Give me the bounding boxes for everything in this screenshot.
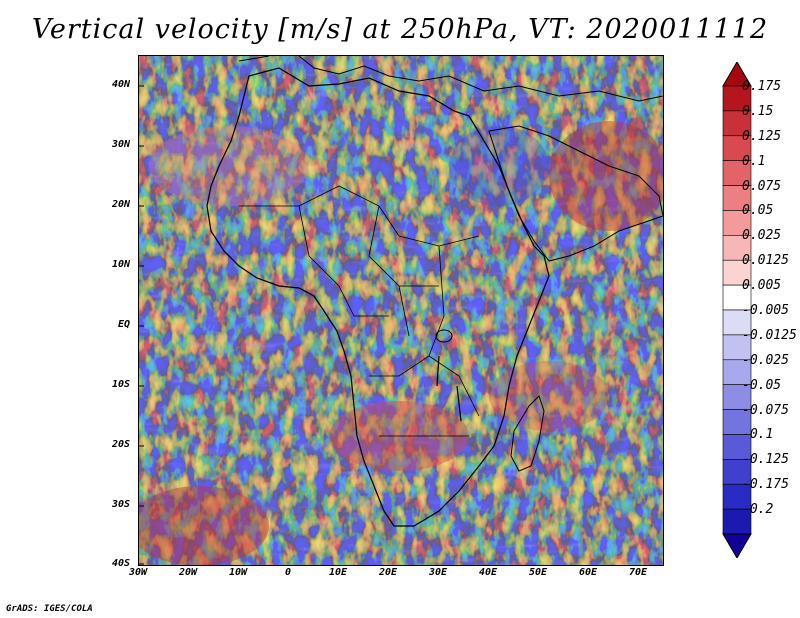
lat-label-10s: 10S [111, 379, 130, 390]
lon-label-60e: 60E [578, 567, 598, 578]
colorbar-label: -0.2 [742, 502, 774, 518]
lake-tanganyika [436, 355, 440, 387]
colorbar-swatch [722, 85, 752, 112]
colorbar-label: 0.05 [742, 203, 774, 219]
lon-label-30e: 30E [428, 567, 448, 578]
lat-label-30s: 30S [111, 499, 130, 510]
colorbar-label: 0.175 [742, 79, 782, 94]
country-borders [239, 185, 480, 437]
colorbar-label: -0.075 [742, 402, 789, 418]
colorbar-swatch [722, 309, 752, 336]
colorbar-swatch [722, 384, 752, 410]
lat-label-20n: 20N [111, 199, 130, 210]
south-atlantic-red-zone [139, 486, 269, 565]
lon-label-70e: 70E [628, 567, 648, 578]
velocity-field [139, 56, 663, 565]
lon-label-50e: 50E [528, 567, 548, 578]
colorbar-bottom-arrow [722, 533, 752, 558]
lat-label-20s: 20S [111, 439, 130, 450]
colorbar-label: 0.125 [742, 128, 782, 144]
colorbar-swatch [722, 483, 752, 510]
africa-coastline [206, 67, 550, 527]
lat-label-40s: 40S [111, 558, 130, 569]
lon-label-20e: 20E [378, 567, 398, 578]
colorbar [722, 62, 752, 558]
arabia-coastline [488, 125, 663, 262]
colorbar-swatch [722, 135, 752, 161]
madagascar-coastline [510, 395, 545, 472]
lon-label-40e: 40E [478, 567, 498, 578]
map-title: Vertical velocity [m/s] at 250hPa, VT: 2… [31, 14, 769, 45]
grid-ticks [139, 85, 144, 565]
colorbar-label: 0.025 [742, 228, 782, 244]
colorbar-label: -0.1 [742, 427, 774, 443]
sahara-red-zone [149, 126, 309, 206]
lon-label-0: 0 [284, 567, 292, 578]
colorbar-swatch [722, 160, 752, 186]
colorbar-label: 0.15 [742, 103, 774, 119]
lake-victoria [435, 329, 453, 343]
lake-malawi [456, 385, 462, 422]
lon-label-30w: 30W [128, 567, 148, 578]
lon-label-10w: 10W [228, 567, 248, 578]
colorbar-label: 0.005 [742, 278, 782, 294]
colorbar-swatch [722, 334, 752, 361]
indian-ocean-red-zone [489, 361, 609, 431]
colorbar-label: -0.0125 [742, 327, 797, 343]
colorbar-label: 0.1 [742, 153, 766, 169]
colorbar-swatch [722, 110, 752, 137]
grads-credit: GrADS: IGES/COLA [6, 604, 93, 614]
colorbar-swatch [722, 185, 752, 211]
colorbar-label: -0.05 [742, 377, 782, 393]
arabian-red-zone [549, 121, 663, 231]
colorbar-swatch [722, 409, 752, 435]
colorbar-label: 0.075 [742, 178, 782, 194]
colorbar-label: -0.175 [742, 477, 789, 493]
lat-label-30n: 30N [111, 139, 130, 150]
colorbar-label: -0.125 [742, 452, 789, 468]
colorbar-swatch [722, 284, 752, 311]
colorbar-label: -0.005 [742, 303, 789, 318]
lon-label-10e: 10E [328, 567, 348, 578]
colorbar-swatch [722, 508, 752, 535]
colorbar-swatch [722, 259, 752, 286]
lat-label-10n: 10N [111, 259, 130, 270]
colorbar-swatch [722, 235, 752, 261]
colorbar-label: 0.0125 [742, 253, 789, 269]
colorbar-swatch [722, 359, 752, 385]
lon-label-20w: 20W [178, 567, 198, 578]
colorbar-label: -0.025 [742, 352, 789, 368]
colorbar-swatch [722, 210, 752, 236]
lat-label-40n: 40N [111, 79, 130, 90]
europe-coastline [238, 56, 663, 102]
streak-field [139, 56, 663, 565]
lat-label-eq: EQ [117, 319, 130, 330]
map-plot-area [138, 55, 664, 566]
